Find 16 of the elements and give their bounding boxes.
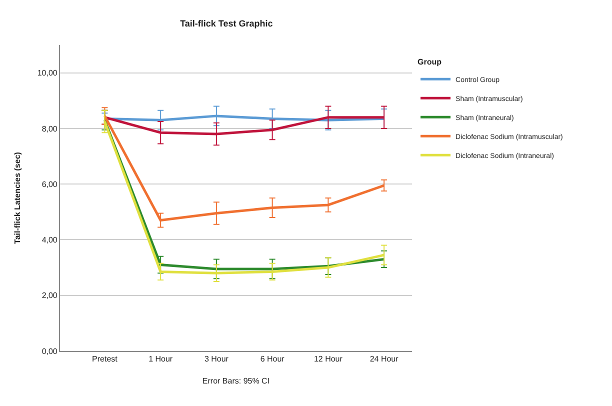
y-tick-label: 4,00: [42, 236, 58, 245]
chart-title: Tail-flick Test Graphic: [180, 18, 273, 29]
y-tick-label: 2,00: [42, 291, 58, 300]
legend-title: Group: [418, 58, 442, 67]
x-tick-label: Pretest: [92, 354, 118, 364]
x-tick-label: 24 Hour: [370, 354, 399, 364]
x-tick-label: 6 Hour: [260, 354, 285, 364]
y-axis-title: Tail-flick Latencies (sec): [13, 152, 22, 244]
x-tick-label: 3 Hour: [204, 354, 229, 364]
x-tick-label: 1 Hour: [148, 354, 173, 364]
y-tick-label: 10,00: [37, 68, 58, 78]
x-tick-label: 12 Hour: [314, 354, 343, 364]
y-tick-label: 0,00: [42, 346, 58, 356]
y-tick-label: 8,00: [42, 124, 58, 134]
y-tick-label: 6,00: [42, 180, 58, 189]
x-axis-title: Error Bars: 95% CI: [202, 376, 270, 386]
